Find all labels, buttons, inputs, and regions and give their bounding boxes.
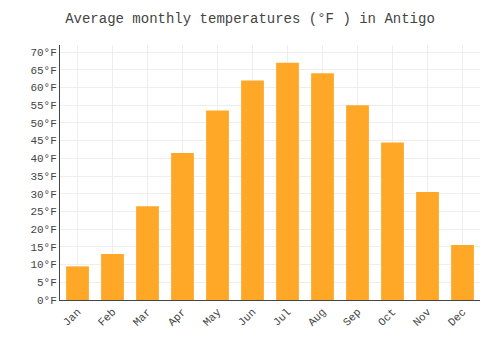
svg-text:20°F: 20°F xyxy=(30,224,56,236)
svg-text:50°F: 50°F xyxy=(30,118,56,130)
svg-text:25°F: 25°F xyxy=(30,206,56,218)
svg-text:55°F: 55°F xyxy=(30,100,56,112)
svg-text:40°F: 40°F xyxy=(30,153,56,165)
svg-text:10°F: 10°F xyxy=(30,259,56,271)
svg-text:Jul: Jul xyxy=(271,306,293,328)
svg-text:Average monthly temperatures (: Average monthly temperatures (°F ) in An… xyxy=(65,11,435,27)
svg-text:0°F: 0°F xyxy=(37,295,57,307)
svg-text:5°F: 5°F xyxy=(37,277,57,289)
svg-text:Aug: Aug xyxy=(306,306,328,328)
svg-text:Mar: Mar xyxy=(131,306,153,328)
svg-text:Jun: Jun xyxy=(236,306,258,328)
svg-text:45°F: 45°F xyxy=(30,135,56,147)
svg-text:Sep: Sep xyxy=(341,306,363,328)
svg-text:Nov: Nov xyxy=(411,306,434,329)
svg-text:35°F: 35°F xyxy=(30,171,56,183)
svg-text:15°F: 15°F xyxy=(30,242,56,254)
svg-text:Feb: Feb xyxy=(96,306,118,328)
svg-text:Apr: Apr xyxy=(166,306,188,328)
svg-text:60°F: 60°F xyxy=(30,82,56,94)
svg-text:May: May xyxy=(201,306,224,329)
svg-text:30°F: 30°F xyxy=(30,189,56,201)
svg-text:Jan: Jan xyxy=(61,306,83,328)
svg-text:65°F: 65°F xyxy=(30,65,56,77)
svg-text:Oct: Oct xyxy=(376,306,398,328)
svg-text:Dec: Dec xyxy=(446,306,468,328)
svg-text:70°F: 70°F xyxy=(30,47,56,59)
